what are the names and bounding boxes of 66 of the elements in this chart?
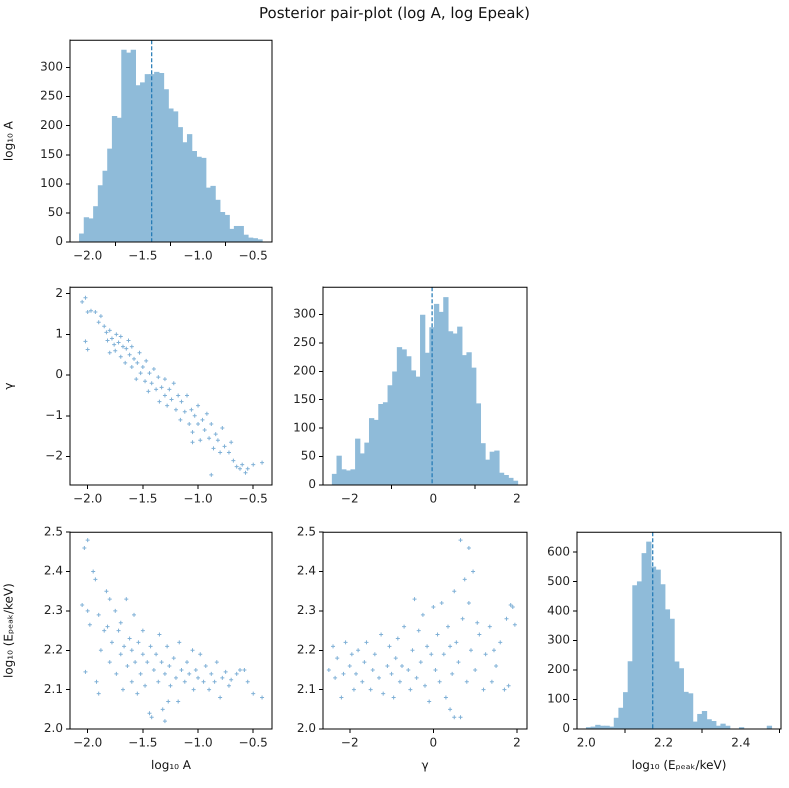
- y-tick-label: 2.4: [44, 564, 63, 578]
- y-tick-label: 2.4: [296, 564, 316, 578]
- y-tick-label: 2.5: [44, 524, 63, 538]
- y-tick-label: 150: [40, 146, 63, 161]
- y-tick-label: −1: [45, 408, 63, 422]
- y-tick-label: 0: [55, 234, 63, 248]
- x-tick-label: −0.5: [238, 735, 268, 750]
- y-tick-label: 0: [308, 477, 316, 492]
- y-tick-label: 50: [48, 205, 63, 220]
- x-tick-label: −2.0: [73, 248, 102, 262]
- y-tick-label: 250: [293, 335, 316, 350]
- y-tick-label: 200: [547, 662, 570, 676]
- x-tick-label: −2: [340, 491, 359, 506]
- x-tick-label: −0.5: [238, 491, 268, 506]
- x-tick-label: 2.4: [731, 735, 750, 750]
- x-tick-label: 2.0: [576, 735, 596, 750]
- y-tick-label: 100: [293, 420, 316, 434]
- y-tick-label: −2: [45, 448, 63, 463]
- y-tick-label: 0: [562, 721, 570, 736]
- x-tick-label: −1.0: [183, 735, 213, 750]
- x-axis-title: log₁₀ (Eₚₑₐₖ/keV): [632, 758, 726, 772]
- x-tick-label: −1.0: [183, 491, 213, 506]
- y-tick-label: 2.3: [296, 603, 316, 618]
- x-axis-title: γ: [421, 758, 429, 772]
- x-tick-label: −0.5: [238, 248, 268, 262]
- y-tick-label: 600: [547, 544, 570, 558]
- y-tick-label: 400: [547, 603, 570, 618]
- y-tick-label: 2: [55, 286, 63, 300]
- x-tick-label: 2: [513, 735, 521, 750]
- y-tick-label: 2.1: [44, 682, 63, 696]
- x-tick-label: 0: [430, 735, 438, 750]
- x-tick-label: 2: [513, 491, 521, 506]
- y-tick-label: 150: [293, 392, 316, 406]
- y-tick-label: 300: [547, 632, 570, 647]
- y-tick-label: 2.0: [296, 721, 316, 736]
- y-tick-label: 2.1: [296, 682, 316, 696]
- y-tick-label: 100: [40, 176, 63, 190]
- x-tick-label: −2: [340, 735, 359, 750]
- y-tick-label: 300: [293, 306, 316, 321]
- y-tick-label: 2.0: [44, 721, 63, 736]
- y-tick-label: 2.5: [296, 524, 316, 538]
- x-axis-title: log₁₀ A: [151, 758, 192, 772]
- y-tick-label: 200: [40, 118, 63, 132]
- y-tick-label: 50: [300, 448, 316, 463]
- x-tick-label: −1.5: [128, 735, 158, 750]
- x-tick-label: 0: [430, 491, 438, 506]
- x-tick-label: −2.0: [73, 735, 102, 750]
- x-tick-label: 2.2: [654, 735, 674, 750]
- x-tick-label: −1.5: [128, 248, 158, 262]
- y-tick-label: 2.2: [296, 642, 316, 656]
- y-tick-label: 300: [40, 60, 63, 74]
- y-tick-label: 1: [55, 326, 63, 341]
- y-tick-label: 200: [293, 363, 316, 378]
- x-tick-label: −2.0: [73, 491, 102, 506]
- y-axis-title: log₁₀ (Eₚₑₐₖ/keV): [1, 583, 16, 678]
- y-tick-label: 500: [547, 574, 570, 588]
- y-tick-label: 2.3: [44, 603, 63, 618]
- x-tick-label: −1.0: [183, 248, 213, 262]
- y-tick-label: 250: [40, 88, 63, 103]
- y-tick-label: 100: [547, 692, 570, 706]
- x-tick-label: −1.5: [128, 491, 158, 506]
- y-axis-title: γ: [1, 382, 16, 390]
- y-tick-label: 2.2: [44, 642, 63, 656]
- y-tick-label: 0: [55, 367, 63, 382]
- y-axis-title: log₁₀ A: [1, 120, 16, 162]
- text: Posterior pair-plot (log A, log Epeak): [258, 4, 531, 22]
